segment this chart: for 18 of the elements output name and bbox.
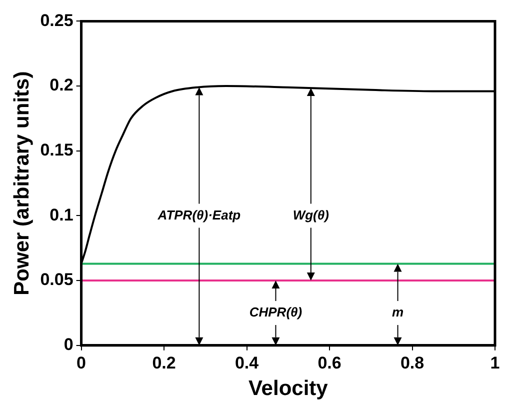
y-tick-label: 0 [64, 335, 74, 354]
x-tick-label: 0.4 [234, 353, 260, 372]
y-tick-label: 0.2 [50, 76, 74, 95]
x-tick-label: 0 [76, 353, 86, 372]
y-tick-label: 0.05 [40, 270, 74, 290]
annotation: Wg(θ) [292, 207, 329, 222]
x-tick-label: 1 [490, 353, 500, 372]
y-axis-title: Power (arbitrary units) [10, 71, 34, 296]
x-tick-label: 0.6 [318, 353, 342, 372]
x-axis-title: Velocity [248, 377, 328, 400]
annotation: m [392, 304, 404, 320]
y-tick-label: 0.25 [40, 10, 74, 30]
annotation: ATPR(θ)·Eatp [156, 207, 241, 222]
x-tick-label: 0.8 [400, 353, 424, 372]
x-tick-label: 0.2 [152, 353, 176, 372]
y-tick-label: 0.15 [40, 140, 74, 160]
y-tick-label: 0.1 [50, 205, 74, 224]
annotation: CHPR(θ) [249, 304, 302, 320]
